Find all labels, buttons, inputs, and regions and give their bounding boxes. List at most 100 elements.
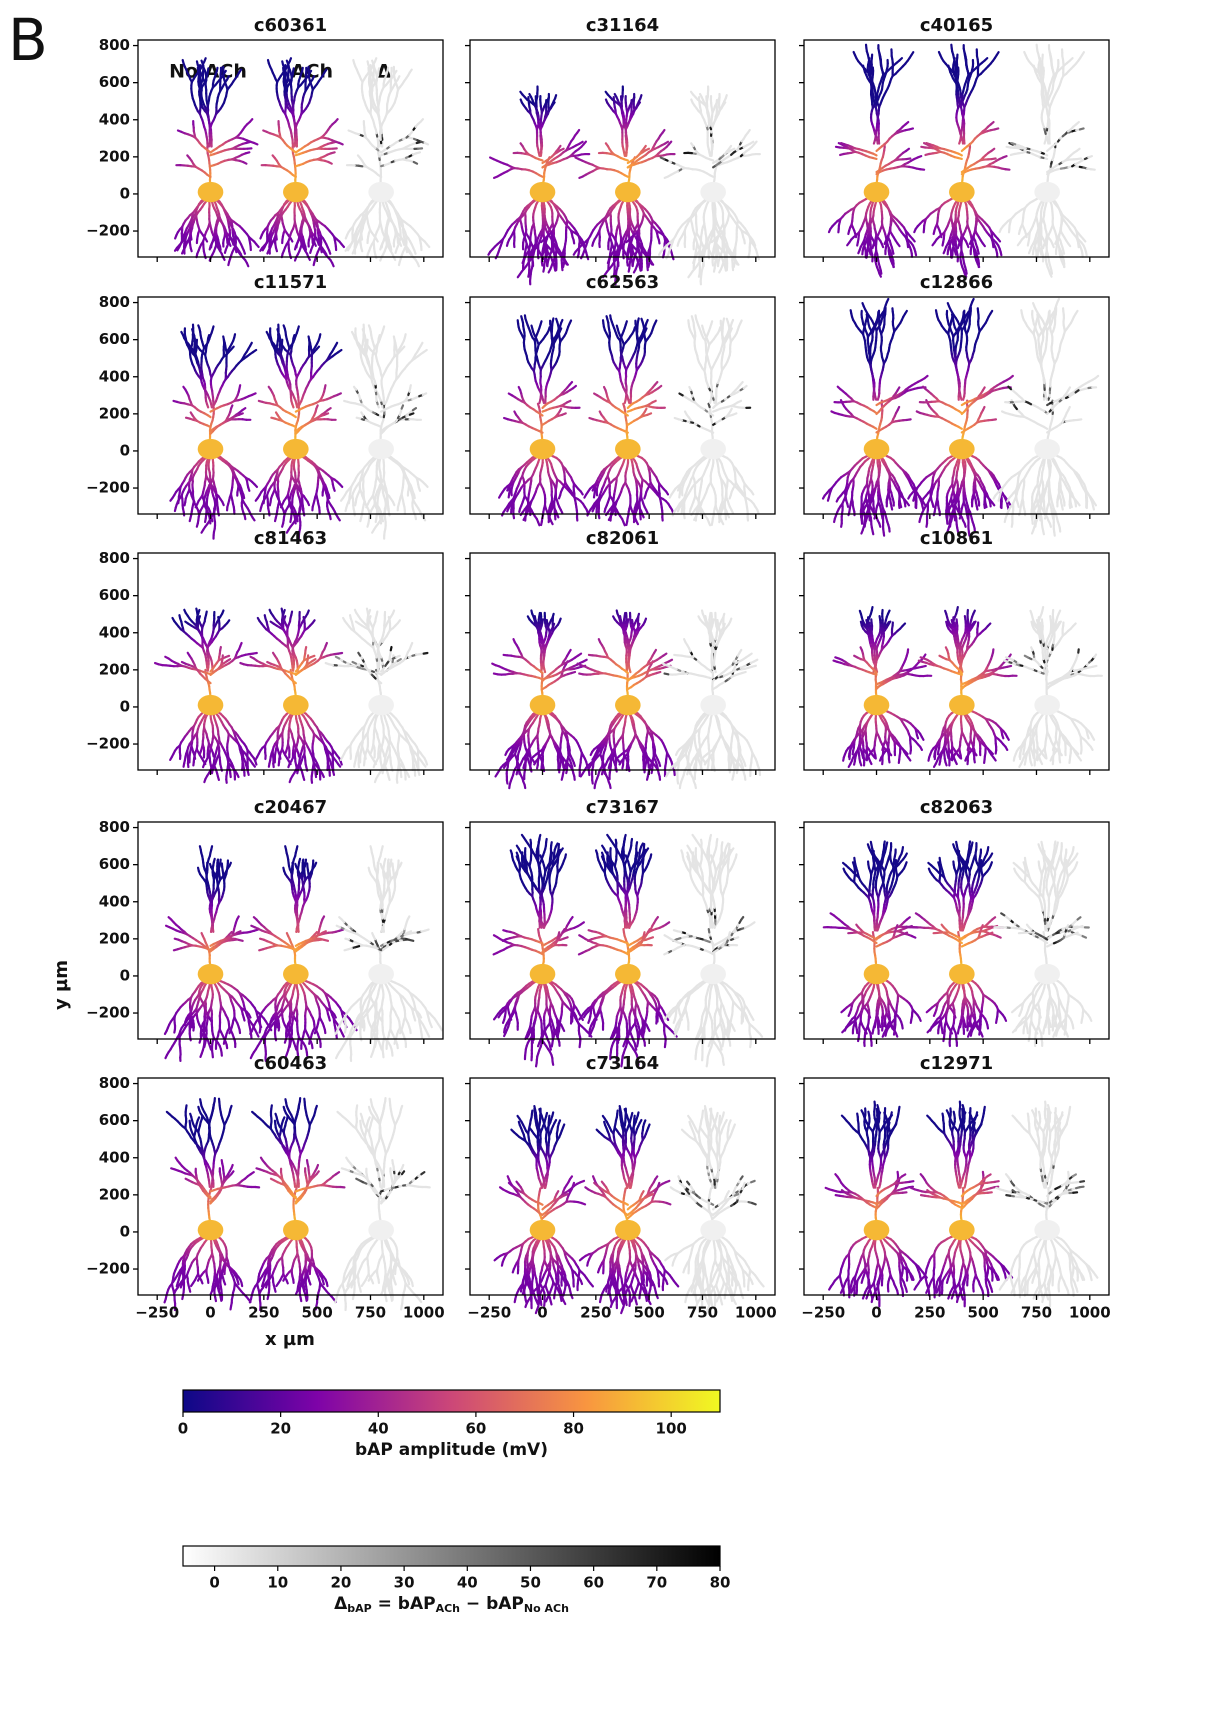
dendrite <box>293 68 294 71</box>
dendrite <box>606 143 608 146</box>
y-tick-label: 600 <box>99 73 130 91</box>
dendrite <box>243 162 246 164</box>
dendrite <box>187 155 189 158</box>
panel-title: c60361 <box>254 15 327 36</box>
dendrite <box>691 99 692 102</box>
dendrite <box>175 235 176 238</box>
dendrite <box>488 252 490 255</box>
dendrite <box>983 243 985 246</box>
soma <box>615 182 641 202</box>
dendrite <box>378 68 379 71</box>
dendrite <box>907 159 911 160</box>
dendrite <box>665 176 668 177</box>
dendrite <box>934 231 935 234</box>
dendrite <box>921 147 925 148</box>
dendrite <box>197 61 198 64</box>
dendrite <box>906 122 909 124</box>
dendrite <box>939 52 940 55</box>
dendrite <box>178 130 181 131</box>
panel <box>829 45 1095 277</box>
dendrite <box>918 156 922 157</box>
dendrite <box>563 264 564 267</box>
dendrite <box>661 158 664 160</box>
dendrite <box>361 248 362 251</box>
dendrite <box>841 143 845 144</box>
dendrite <box>699 273 700 276</box>
dendrite <box>870 251 871 254</box>
dendrite <box>376 238 378 241</box>
dendrite <box>250 119 252 122</box>
dendrite <box>847 242 849 245</box>
dendrite <box>750 142 753 144</box>
y-tick-label: 800 <box>99 36 130 54</box>
dendrite <box>992 159 996 160</box>
dendrite <box>521 143 523 146</box>
dendrite <box>726 95 727 98</box>
dendrite <box>912 239 914 242</box>
dendrite <box>580 142 583 144</box>
dendrite <box>260 235 261 238</box>
panel-title: c40165 <box>920 15 993 36</box>
dendrite <box>398 76 400 79</box>
dendrite <box>225 250 226 253</box>
dendrite <box>574 240 575 243</box>
dendrite <box>256 244 258 247</box>
dendrite <box>372 61 373 64</box>
dendrite <box>880 53 881 56</box>
dendrite <box>518 274 520 277</box>
dendrite <box>646 149 649 151</box>
dendrite <box>391 247 392 250</box>
dendrite <box>848 231 849 234</box>
dendrite <box>665 142 668 144</box>
dendrite <box>700 94 702 97</box>
dendrite <box>414 251 415 254</box>
dendrite <box>899 58 902 60</box>
dendrite <box>691 143 693 146</box>
dendrite <box>897 243 899 246</box>
dendrite <box>606 92 608 95</box>
dendrite <box>688 274 690 277</box>
dendrite <box>840 154 844 155</box>
dendrite <box>978 250 979 253</box>
dendrite <box>267 250 268 253</box>
dendrite <box>295 246 296 249</box>
dendrite <box>335 119 337 122</box>
dendrite <box>520 92 522 95</box>
dendrite <box>228 262 229 265</box>
dendrite <box>678 243 679 246</box>
dendrite <box>328 162 331 164</box>
dendrite <box>205 238 207 241</box>
dendrite <box>217 68 218 71</box>
dendrite <box>991 149 994 151</box>
dendrite <box>584 142 586 145</box>
dendrite <box>958 245 959 248</box>
soma <box>949 182 975 202</box>
dendrite <box>410 251 412 254</box>
dendrite <box>290 58 291 61</box>
dendrite <box>406 249 407 252</box>
dendrite <box>991 122 994 124</box>
dendrite <box>948 66 949 69</box>
dendrite <box>659 252 661 255</box>
dendrite <box>273 155 275 158</box>
dendrite <box>521 99 522 102</box>
dendrite <box>1001 252 1002 255</box>
dendrite <box>380 246 381 249</box>
dendrite <box>529 94 531 97</box>
soma <box>368 182 394 202</box>
dendrite <box>965 53 966 56</box>
dendrite <box>268 60 269 63</box>
dendrite <box>943 242 944 245</box>
dendrite <box>754 243 755 246</box>
dendrite <box>263 130 266 131</box>
dendrite <box>416 152 420 153</box>
dendrite <box>325 251 327 254</box>
dendrite <box>287 61 288 64</box>
dendrite <box>659 240 660 243</box>
dendrite <box>967 244 968 247</box>
dendrite <box>744 240 745 243</box>
dendrite <box>955 251 956 254</box>
dendrite <box>368 61 369 64</box>
dendrite <box>836 147 840 148</box>
dendrite <box>291 238 293 241</box>
